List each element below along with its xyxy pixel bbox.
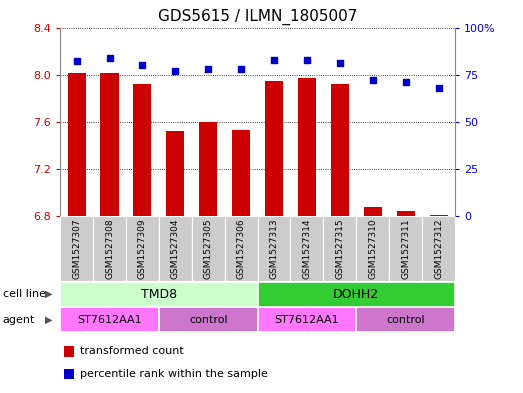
Text: GSM1527304: GSM1527304 <box>171 218 180 279</box>
Bar <box>389 216 422 281</box>
Text: GSM1527313: GSM1527313 <box>269 218 279 279</box>
Text: GSM1527306: GSM1527306 <box>236 218 246 279</box>
Point <box>435 85 443 91</box>
Text: control: control <box>386 315 425 325</box>
Bar <box>257 216 290 281</box>
Text: ▶: ▶ <box>45 315 52 325</box>
Text: GSM1527305: GSM1527305 <box>204 218 213 279</box>
Text: percentile rank within the sample: percentile rank within the sample <box>80 369 268 379</box>
Text: TMD8: TMD8 <box>141 288 177 301</box>
Bar <box>159 216 192 281</box>
Point <box>72 58 81 64</box>
Bar <box>93 216 126 281</box>
Bar <box>67 73 86 216</box>
Text: GSM1527310: GSM1527310 <box>368 218 377 279</box>
Text: GSM1527307: GSM1527307 <box>72 218 81 279</box>
Text: transformed count: transformed count <box>80 346 184 356</box>
Bar <box>331 84 349 216</box>
Point <box>237 66 245 72</box>
Bar <box>126 216 159 281</box>
Text: agent: agent <box>3 315 35 325</box>
Bar <box>363 207 382 216</box>
Bar <box>257 307 356 332</box>
Bar <box>356 307 455 332</box>
Bar <box>60 307 159 332</box>
Bar <box>159 307 257 332</box>
Bar <box>298 78 316 216</box>
Bar <box>356 216 389 281</box>
Bar <box>225 216 257 281</box>
Point <box>303 57 311 63</box>
Title: GDS5615 / ILMN_1805007: GDS5615 / ILMN_1805007 <box>158 9 357 25</box>
Text: ST7612AA1: ST7612AA1 <box>275 315 339 325</box>
Text: cell line: cell line <box>3 289 46 299</box>
Point <box>204 66 212 72</box>
Bar <box>60 282 257 307</box>
Point <box>105 55 113 61</box>
Bar <box>199 122 217 216</box>
Point <box>336 60 344 66</box>
Text: GSM1527308: GSM1527308 <box>105 218 114 279</box>
Bar <box>429 215 448 216</box>
Text: control: control <box>189 315 228 325</box>
Text: GSM1527314: GSM1527314 <box>302 218 311 279</box>
Bar <box>60 216 93 281</box>
Text: GSM1527312: GSM1527312 <box>434 218 443 279</box>
Point <box>138 62 146 68</box>
Bar <box>100 73 119 216</box>
Bar <box>290 216 323 281</box>
Bar <box>64 369 74 379</box>
Bar <box>166 131 185 216</box>
Bar <box>133 84 152 216</box>
Bar <box>265 81 283 216</box>
Point <box>402 79 410 85</box>
Point <box>171 68 179 74</box>
Text: DOHH2: DOHH2 <box>333 288 379 301</box>
Text: ▶: ▶ <box>45 289 52 299</box>
Bar <box>232 130 250 216</box>
Point <box>270 57 278 63</box>
Bar <box>422 216 455 281</box>
Text: GSM1527311: GSM1527311 <box>401 218 410 279</box>
Text: GSM1527309: GSM1527309 <box>138 218 147 279</box>
Text: ST7612AA1: ST7612AA1 <box>77 315 142 325</box>
Point <box>369 77 377 83</box>
Bar <box>192 216 225 281</box>
Bar <box>323 216 356 281</box>
Bar <box>396 211 415 216</box>
Bar <box>257 282 455 307</box>
Text: GSM1527315: GSM1527315 <box>335 218 344 279</box>
Bar <box>64 346 74 356</box>
